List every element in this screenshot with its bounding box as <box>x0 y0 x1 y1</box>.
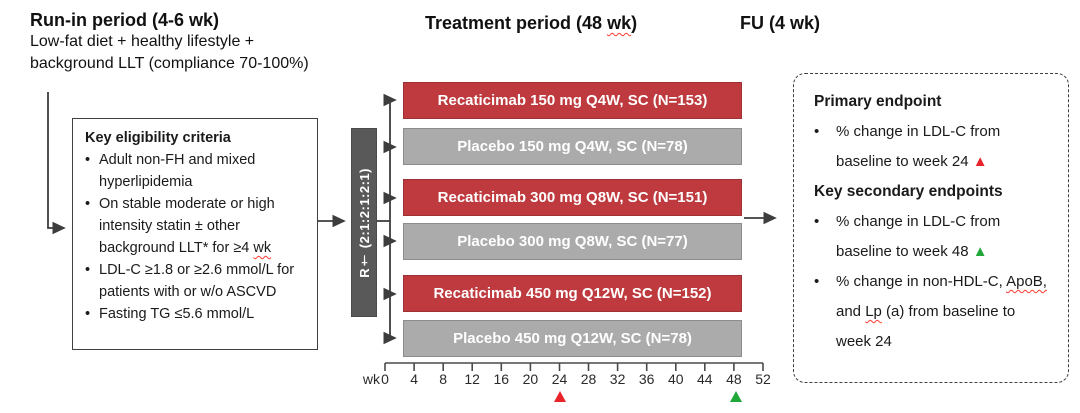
arm-recaticimab-300-q8w: Recaticimab 300 mg Q8W, SC (N=151) <box>403 179 742 216</box>
eligibility-bullet-1: • Adult non-FH and mixed hyperlipidemia <box>85 149 307 193</box>
eligibility-bullet-3: • LDL-C ≥1.8 or ≥2.6 mmol/L for patients … <box>85 259 307 303</box>
bullet-dot: • <box>85 196 91 212</box>
randomization-ratio-label: R† (2:1:2:1:2:1) <box>356 167 372 278</box>
arm-placebo-150-q4w: Placebo 150 mg Q4W, SC (N=78) <box>403 128 742 165</box>
axis-tick-label: 8 <box>439 371 448 387</box>
primary-endpoint-bullet: •% change in LDL-C from baseline to week… <box>814 117 1052 177</box>
bullet-dot: • <box>814 123 820 140</box>
red-triangle-icon: ▲ <box>972 153 988 170</box>
runin-to-eligibility-arrow <box>47 92 66 235</box>
primary-endpoint-week24-marker-icon <box>554 391 566 402</box>
axis-tick-label: 4 <box>410 371 418 387</box>
followup-title: FU (4 wk) <box>740 13 821 33</box>
eligibility-title: Key eligibility criteria <box>85 130 231 146</box>
axis-tick-label: 48 <box>726 371 742 387</box>
axis-tick-label: 28 <box>580 371 597 387</box>
axis-tick-label: 16 <box>493 371 510 387</box>
bullet-dot: • <box>85 152 91 168</box>
arm-recaticimab-450-q12w: Recaticimab 450 mg Q12W, SC (N=152) <box>403 275 742 312</box>
bullet-dot: • <box>814 273 820 290</box>
axis-tick-label: 0 <box>381 371 389 387</box>
secondary-endpoint-bullet-1: •% change in LDL-C from baseline to week… <box>814 207 1052 267</box>
axis-tick-label: 40 <box>668 371 684 387</box>
eligibility-bullet-4: • Fasting TG ≤5.6 mmol/L <box>85 303 307 325</box>
runin-title: Run-in period (4-6 wk) <box>30 10 219 30</box>
axis-tick-label: 32 <box>609 371 626 387</box>
axis-tick-label: 12 <box>464 371 480 387</box>
bullet-dot: • <box>814 213 820 230</box>
week-axis-ruler <box>384 362 764 371</box>
arm-placebo-450-q12w: Placebo 450 mg Q12W, SC (N=78) <box>403 320 742 357</box>
axis-tick-label: 52 <box>755 371 771 387</box>
treatment-period-title: Treatment period (48 wk) <box>425 13 638 33</box>
endpoints-box: Primary endpoint •% change in LDL-C from… <box>793 73 1069 383</box>
runin-subtitle-line1: Low-fat diet + healthy lifestyle + <box>30 33 255 50</box>
runin-header: Run-in period (4-6 wk) Low-fat diet + he… <box>30 10 309 75</box>
bullet-dot: • <box>85 262 91 278</box>
eligibility-box: Key eligibility criteria • Adult non-FH a… <box>72 118 318 350</box>
bullet-dot: • <box>85 306 91 322</box>
axis-tick-label: 20 <box>522 371 539 387</box>
arm-placebo-300-q8w: Placebo 300 mg Q8W, SC (N=77) <box>403 223 742 260</box>
secondary-endpoint-week48-marker-icon <box>730 391 742 402</box>
eligibility-bullet-2: • On stable moderate or high intensity st… <box>85 193 307 259</box>
axis-tick-label: 24 <box>551 371 568 387</box>
axis-unit-label: wk <box>362 371 380 387</box>
secondary-endpoints-title: Key secondary endpoints <box>814 183 1003 200</box>
runin-subtitle-line2: background LLT (compliance 70-100%) <box>30 55 309 72</box>
primary-endpoint-title: Primary endpoint <box>814 93 942 110</box>
arm-recaticimab-150-q4w: Recaticimab 150 mg Q4W, SC (N=153) <box>403 82 742 119</box>
secondary-endpoint-bullet-2: •% change in non-HDL-C, ApoB, and Lp (a)… <box>814 267 1052 357</box>
axis-tick-label: 36 <box>638 371 655 387</box>
axis-tick-label: 44 <box>697 371 713 387</box>
randomization-bar: R† (2:1:2:1:2:1) <box>351 128 377 317</box>
green-triangle-icon: ▲ <box>972 243 988 260</box>
